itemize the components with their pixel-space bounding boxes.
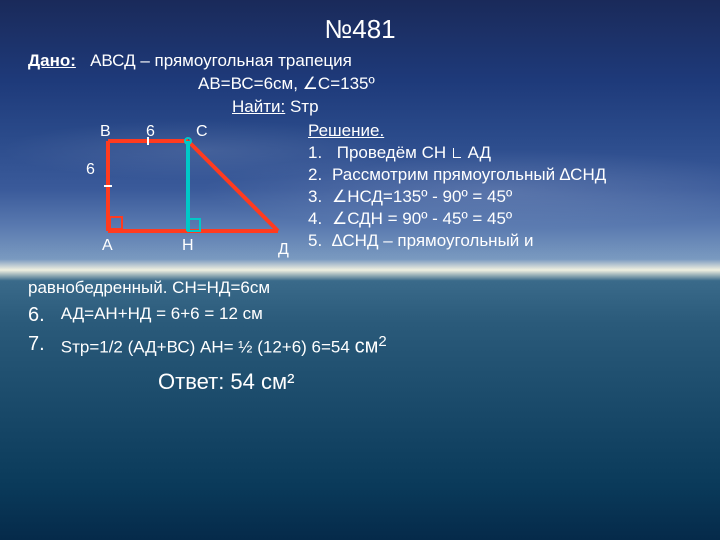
problem-number: №481 bbox=[28, 14, 692, 45]
content-row: В 6 С 6 А Н Д Решение. 1. Проведём СН АД… bbox=[28, 121, 692, 276]
diagram: В 6 С 6 А Н Д bbox=[28, 121, 308, 276]
perp-icon bbox=[453, 148, 461, 158]
find-value: Sтр bbox=[290, 97, 319, 116]
vertex-b: В bbox=[100, 123, 111, 141]
solution-label: Решение. bbox=[308, 121, 692, 141]
step-7: 7. Sтр=1/2 (АД+ВС) АН= ½ (12+6) 6=54 см2 bbox=[28, 333, 692, 359]
step-5: 5.∆СНД – прямоугольный и bbox=[308, 231, 692, 251]
solution-column: Решение. 1. Проведём СН АД 2.Рассмотрим … bbox=[308, 121, 692, 276]
given-line-1: Дано: АВСД – прямоугольная трапеция bbox=[28, 51, 692, 71]
step-3: 3.∠НСД=135º - 90º = 45º bbox=[308, 187, 692, 207]
vertex-d: Д bbox=[278, 241, 289, 259]
vertex-c: С bbox=[196, 123, 208, 141]
step-6: 6. АД=АН+НД = 6+6 = 12 см bbox=[28, 304, 692, 327]
given-label: Дано: bbox=[28, 51, 76, 70]
find-label: Найти: bbox=[232, 97, 285, 116]
given-line-2: АВ=ВС=6см, ∠С=135º bbox=[28, 74, 692, 94]
find-line: Найти: Sтр bbox=[28, 97, 692, 117]
step-1: 1. Проведём СН АД bbox=[308, 143, 692, 163]
given-text: АВСД – прямоугольная трапеция bbox=[90, 51, 352, 70]
side-label-6-left: 6 bbox=[86, 161, 95, 179]
step-2: 2.Рассмотрим прямоугольный ∆СНД bbox=[308, 165, 692, 185]
vertex-h: Н bbox=[182, 237, 194, 255]
step-5-wrap: равнобедренный. СН=НД=6см bbox=[28, 278, 692, 298]
side-label-6-top: 6 bbox=[146, 123, 155, 141]
answer: Ответ: 54 см² bbox=[28, 369, 692, 395]
step-4: 4.∠СДН = 90º - 45º = 45º bbox=[308, 209, 692, 229]
vertex-a: А bbox=[102, 237, 113, 255]
